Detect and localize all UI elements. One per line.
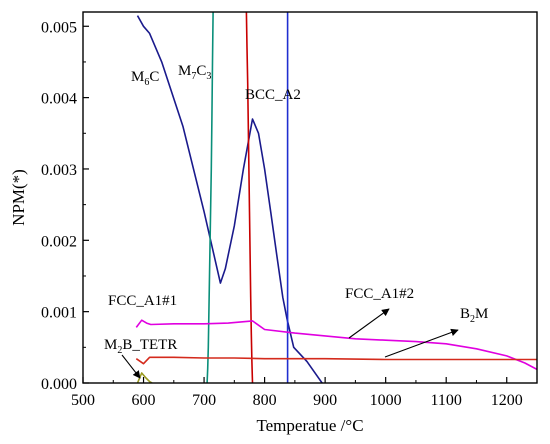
y-tick-label: 0.005 <box>41 19 77 36</box>
x-axis-title: Temperatue /°C <box>256 416 363 435</box>
series-label-part: B <box>460 306 470 322</box>
series-line-m7c3 <box>206 12 214 383</box>
series-label-part: BCC_A2 <box>245 87 301 103</box>
series-layer <box>135 12 537 383</box>
series-label-b2m: B2M <box>460 306 488 325</box>
y-tick-label: 0.000 <box>41 376 77 393</box>
y-tick-label: 0.001 <box>41 305 77 322</box>
series-label-part: M <box>178 63 191 79</box>
series-label-part: C <box>149 69 159 85</box>
series-label-part: C <box>196 63 206 79</box>
x-tick-label: 1100 <box>430 392 461 409</box>
y-axis-title: NPM(*) <box>9 169 28 226</box>
series-label-part: 2 <box>470 314 475 325</box>
label-arrows <box>121 308 459 379</box>
series-label-part: FCC_A1#1 <box>108 293 177 309</box>
y-tick-label: 0.003 <box>41 162 77 179</box>
x-tick-label: 700 <box>192 392 216 409</box>
series-label-m6c: M6C <box>131 69 159 88</box>
series-label-fcc-a1-1: FCC_A1#1 <box>108 293 177 309</box>
plot-frame <box>82 11 538 384</box>
x-tick-label: 600 <box>132 392 156 409</box>
x-tick-label: 1200 <box>491 392 523 409</box>
arrow-fcc-a1-2 <box>348 308 390 339</box>
ticks-layer: 500 600 700 800 900 1000 1100 1200 0.000 0.001 0.0… <box>41 19 523 409</box>
arrow-m2b-tetr <box>121 354 141 379</box>
series-label-part: 7 <box>191 71 196 82</box>
series-label-part: M <box>131 69 144 85</box>
series-line-bcc-a2 <box>245 12 254 383</box>
x-tick-label: 900 <box>313 392 337 409</box>
series-label-part: B_TETR <box>122 337 177 353</box>
series-line-m6c <box>136 15 323 383</box>
series-label-part: FCC_A1#2 <box>345 286 414 302</box>
series-line-fcc-a1-1 <box>135 319 537 371</box>
x-tick-label: 1000 <box>370 392 402 409</box>
series-label-m7c3: M7C3 <box>178 63 211 82</box>
x-tick-label: 500 <box>71 392 95 409</box>
arrow-b2m <box>384 328 459 358</box>
series-label-part: 6 <box>144 77 149 88</box>
series-label-part: 3 <box>206 71 211 82</box>
series-label-part: M <box>104 337 117 353</box>
series-label-bcc-a2: BCC_A2 <box>245 87 301 103</box>
x-tick-label: 800 <box>253 392 277 409</box>
series-label-fcc-a1-2: FCC_A1#2 <box>345 286 414 302</box>
y-tick-label: 0.002 <box>41 233 77 250</box>
series-line-fcc-a1-2 <box>135 356 537 365</box>
series-label-m2b-tetr: M2B_TETR <box>104 337 177 356</box>
y-tick-label: 0.004 <box>41 91 77 108</box>
series-label-part: M <box>475 306 488 322</box>
series-label-part: 2 <box>117 345 122 356</box>
